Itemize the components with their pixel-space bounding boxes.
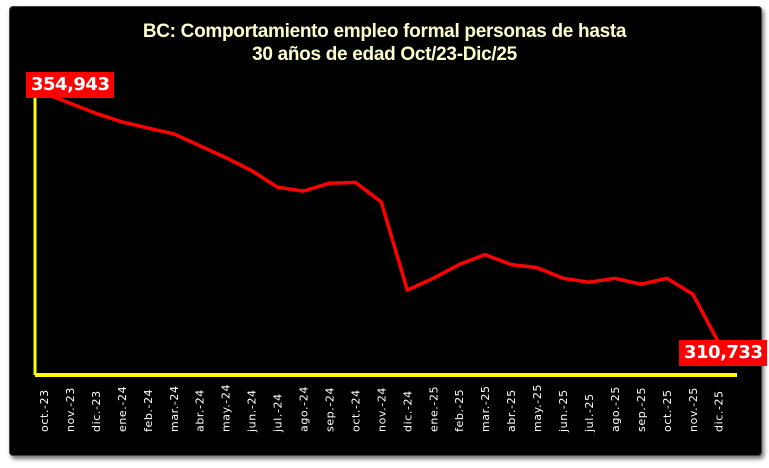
x-tick-label: mar.-24 [168,385,181,432]
x-tick-label: jul.-25 [583,393,596,433]
x-tick-label: sep.-25 [635,387,648,432]
x-tick-label: nov.-24 [375,387,388,432]
chart-title-line1: BC: Comportamiento empleo formal persona… [142,21,627,42]
x-tick-label: ago.-25 [609,386,622,432]
x-tick-label: nov.-23 [64,387,77,432]
chart-title: BC: Comportamiento empleo formal persona… [0,20,769,66]
x-tick-label: may.-25 [531,384,544,432]
x-tick-label: dic.-23 [90,390,103,432]
x-tick-label: oct.-25 [661,389,674,432]
data-label-first: 354,943 [26,72,115,98]
chart-title-line2: 30 años de edad Oct/23-Dic/25 [252,44,517,65]
chart-panel [9,6,762,456]
x-tick-label: jun.-24 [246,389,259,433]
x-tick-label: dic.-25 [713,390,726,432]
x-tick-label: feb.-25 [453,389,466,432]
x-tick-label: ene.-25 [427,386,440,432]
x-tick-label: sep.-24 [323,387,336,432]
x-tick-label: dic.-24 [401,390,414,432]
x-tick-label: abr.-24 [194,389,207,432]
data-label-last: 310,733 [679,340,768,366]
x-tick-label: ago.-24 [298,386,311,432]
x-tick-label: abr.-25 [505,389,518,432]
x-tick-label: nov.-25 [687,387,700,432]
x-tick-label: jul.-24 [272,393,285,433]
x-tick-label: may.-24 [220,384,233,432]
x-tick-label: mar.-25 [479,385,492,432]
x-tick-label: jun.-25 [557,389,570,433]
x-tick-label: ene.-24 [116,386,129,432]
x-tick-label: oct.-23 [38,389,51,432]
series-line [43,91,721,344]
x-tick-label: feb.-24 [142,389,155,432]
x-tick-label: oct.-24 [349,389,362,432]
